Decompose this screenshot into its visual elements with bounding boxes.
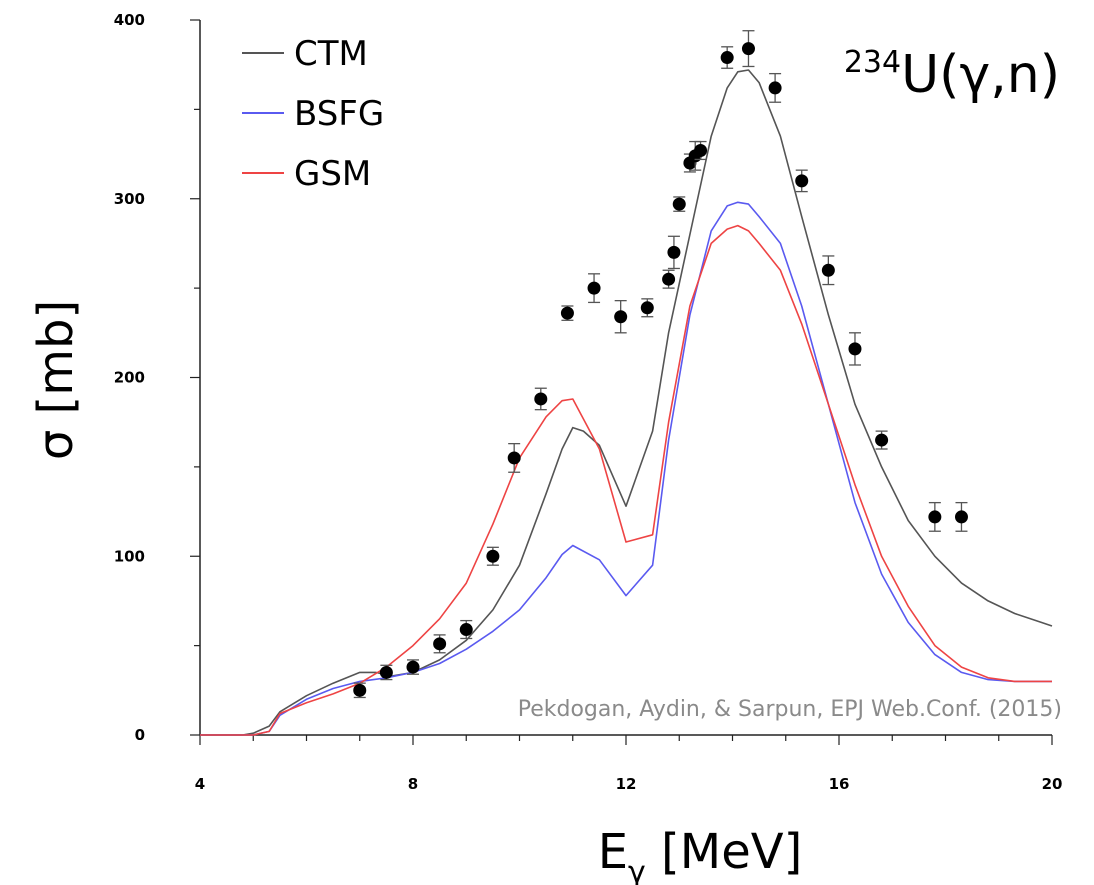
data-point: [667, 235, 681, 270]
credit-note: Pekdogan, Aydin, & Sarpun, EPJ Web.Conf.…: [518, 697, 1062, 722]
data-marker: [507, 451, 521, 465]
data-point: [560, 305, 574, 321]
y-tick-label: 400: [114, 11, 145, 29]
x-tick-label: 20: [1042, 775, 1063, 793]
y-axis-label: σ [mb]: [28, 300, 84, 460]
data-point: [662, 269, 676, 289]
legend-label-ctm: CTM: [294, 34, 368, 74]
data-point: [640, 298, 654, 318]
y-tick-label: 200: [114, 369, 145, 387]
data-marker: [614, 310, 628, 324]
title-reaction: U(γ,n): [901, 45, 1060, 105]
data-marker: [795, 174, 809, 188]
data-point: [534, 387, 548, 411]
x-axis-label: Eγ [MeV]: [598, 824, 803, 885]
data-point: [672, 196, 686, 212]
data-marker: [379, 665, 393, 679]
data-marker: [406, 660, 420, 674]
data-marker: [459, 623, 473, 637]
data-point: [694, 140, 708, 161]
title-mass-number: 234: [844, 45, 901, 80]
x-axis-label-main: E: [598, 824, 628, 880]
data-point: [507, 442, 521, 473]
data-point: [821, 255, 835, 286]
data-point: [433, 634, 447, 654]
data-marker: [667, 245, 681, 259]
x-tick-label: 4: [195, 775, 205, 793]
x-axis-label-sub: γ: [628, 855, 646, 885]
chart-title: 234U(γ,n): [844, 45, 1060, 105]
data-points: [353, 30, 968, 699]
data-marker: [560, 306, 574, 320]
data-point: [795, 169, 809, 193]
data-marker: [720, 51, 734, 65]
data-point: [848, 332, 862, 366]
series-line-ctm: [200, 69, 1053, 736]
data-marker: [768, 81, 782, 95]
y-tick-label: 0: [135, 726, 145, 744]
data-marker: [848, 342, 862, 356]
data-marker: [875, 433, 889, 447]
data-marker: [353, 683, 367, 697]
data-point: [587, 273, 601, 304]
y-tick-label: 100: [114, 547, 145, 565]
data-marker: [954, 510, 968, 524]
data-point: [928, 501, 942, 532]
data-point: [741, 30, 755, 68]
series-line-bsfg: [200, 201, 1052, 736]
data-marker: [433, 637, 447, 651]
data-point: [379, 664, 393, 681]
legend-label-gsm: GSM: [294, 154, 371, 194]
series-line-gsm: [200, 224, 1052, 736]
data-marker: [662, 272, 676, 286]
data-marker: [534, 392, 548, 406]
legend-label-bsfg: BSFG: [294, 94, 384, 134]
x-tick-label: 8: [408, 775, 418, 793]
x-axis-label-unit: [MeV]: [646, 824, 803, 880]
data-point: [875, 430, 889, 450]
x-tick-label: 16: [829, 775, 850, 793]
data-marker: [821, 263, 835, 277]
data-point: [614, 299, 628, 334]
data-point: [486, 546, 500, 566]
y-tick-label: 300: [114, 190, 145, 208]
data-marker: [486, 549, 500, 563]
data-point: [954, 501, 968, 532]
legend: CTM BSFG GSM: [242, 34, 384, 194]
data-marker: [741, 42, 755, 56]
data-marker: [587, 281, 601, 295]
data-point: [406, 659, 420, 675]
series-layer: [200, 69, 1053, 736]
data-point: [768, 72, 782, 103]
x-tick-label: 12: [616, 775, 637, 793]
data-marker: [928, 510, 942, 524]
data-marker: [640, 301, 654, 315]
data-point: [720, 46, 734, 69]
data-marker: [694, 143, 708, 157]
data-point: [353, 682, 367, 699]
data-marker: [672, 197, 686, 211]
data-point: [459, 619, 473, 640]
